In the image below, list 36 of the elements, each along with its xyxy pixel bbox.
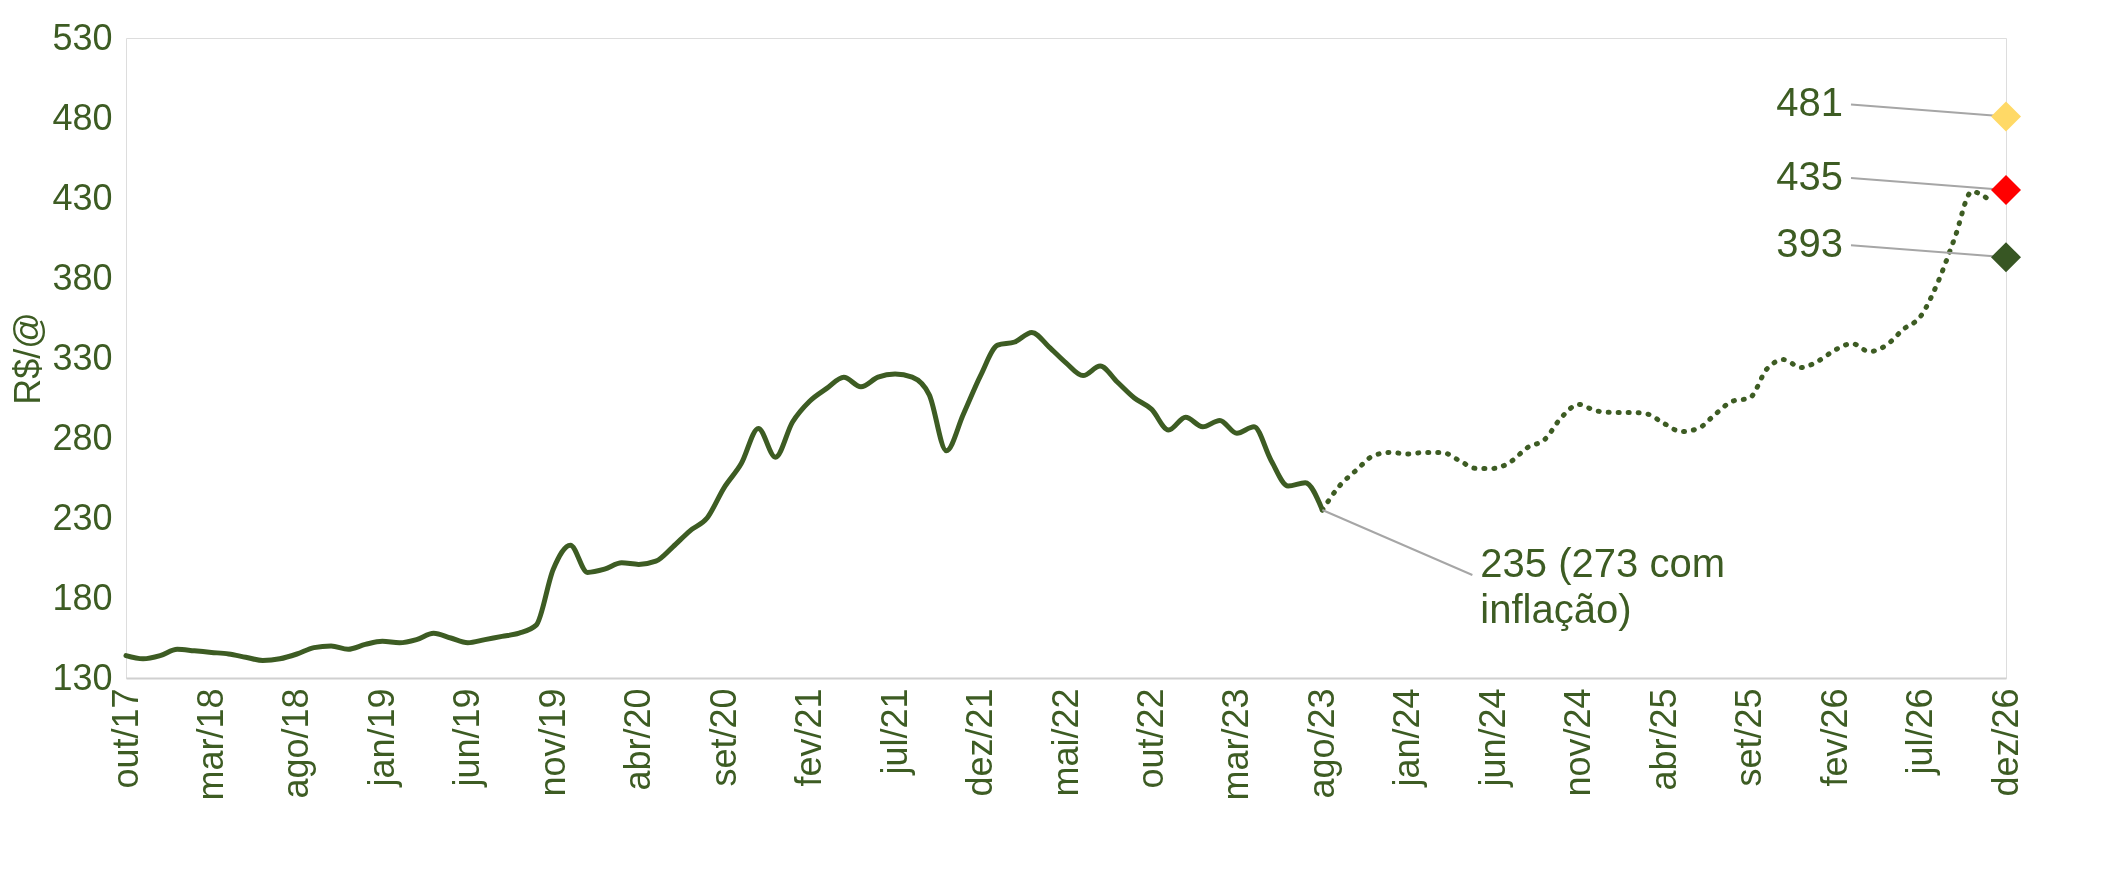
y-tick-label: 280 (52, 416, 113, 458)
x-tick-label: jun/19 (446, 688, 488, 788)
x-tick-label: abr/25 (1642, 688, 1684, 791)
annotation: 235 (273 com inflação) (1480, 541, 1725, 631)
data-label: 481 (1776, 80, 1843, 125)
x-tick-label: jun/24 (1471, 688, 1513, 788)
x-tick-label: nov/19 (531, 688, 573, 797)
x-tick-label: ago/23 (1300, 688, 1342, 799)
y-tick-label: 530 (52, 16, 113, 58)
x-tick-label: set/25 (1728, 688, 1770, 787)
x-tick-label: mar/18 (189, 688, 231, 801)
x-tick-label: out/22 (1129, 688, 1171, 789)
x-tick-label: nov/24 (1557, 688, 1599, 797)
x-tick-label: jan/24 (1386, 688, 1428, 788)
data-label: 393 (1776, 221, 1843, 266)
y-axis-title: R$/@ (7, 312, 49, 405)
data-label: 435 (1776, 154, 1843, 198)
x-tick-label: fev/26 (1813, 688, 1855, 787)
y-tick-label: 180 (52, 576, 113, 618)
x-tick-label: jan/19 (360, 688, 402, 788)
x-tick-label: abr/20 (617, 688, 659, 791)
x-tick-label: ago/18 (275, 688, 317, 799)
y-tick-label: 430 (52, 176, 113, 218)
y-tick-label: 130 (52, 656, 113, 698)
y-tick-label: 480 (52, 96, 113, 138)
x-tick-label: jul/26 (1899, 688, 1941, 776)
x-tick-label: set/20 (702, 688, 744, 787)
x-tick-label: jul/21 (873, 688, 915, 776)
x-tick-label: mar/23 (1215, 688, 1257, 801)
y-tick-label: 230 (52, 496, 113, 538)
x-tick-label: dez/26 (1984, 688, 2026, 797)
x-tick-label: mai/22 (1044, 688, 1086, 797)
y-tick-label: 330 (52, 336, 113, 378)
x-tick-label: fev/21 (788, 688, 830, 787)
x-tick-label: dez/21 (959, 688, 1001, 797)
y-tick-label: 380 (52, 256, 113, 298)
